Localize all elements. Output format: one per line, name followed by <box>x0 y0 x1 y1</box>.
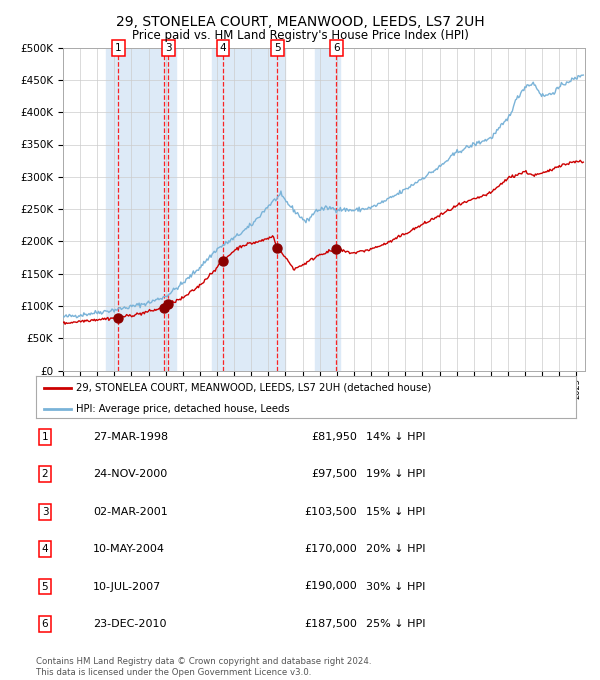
Text: 15% ↓ HPI: 15% ↓ HPI <box>366 507 425 517</box>
Text: 23-DEC-2010: 23-DEC-2010 <box>93 619 167 629</box>
Text: 29, STONELEA COURT, MEANWOOD, LEEDS, LS7 2UH (detached house): 29, STONELEA COURT, MEANWOOD, LEEDS, LS7… <box>77 383 432 393</box>
Text: 6: 6 <box>41 619 49 629</box>
Text: £170,000: £170,000 <box>304 544 357 554</box>
Bar <box>314 48 340 371</box>
Text: 1: 1 <box>115 43 122 52</box>
Text: 2: 2 <box>41 469 49 479</box>
Text: 5: 5 <box>274 43 281 52</box>
Text: 02-MAR-2001: 02-MAR-2001 <box>93 507 168 517</box>
Text: HPI: Average price, detached house, Leeds: HPI: Average price, detached house, Leed… <box>77 404 290 414</box>
Text: £187,500: £187,500 <box>304 619 357 629</box>
Bar <box>212 48 286 371</box>
Text: £103,500: £103,500 <box>304 507 357 517</box>
Text: 10-JUL-2007: 10-JUL-2007 <box>93 581 161 592</box>
Text: 14% ↓ HPI: 14% ↓ HPI <box>366 432 425 442</box>
Text: 24-NOV-2000: 24-NOV-2000 <box>93 469 167 479</box>
Text: £97,500: £97,500 <box>311 469 357 479</box>
Text: 3: 3 <box>41 507 49 517</box>
Text: £190,000: £190,000 <box>304 581 357 592</box>
Text: 27-MAR-1998: 27-MAR-1998 <box>93 432 168 442</box>
Text: 3: 3 <box>165 43 172 52</box>
Text: 4: 4 <box>220 43 227 52</box>
Text: 5: 5 <box>41 581 49 592</box>
Text: 19% ↓ HPI: 19% ↓ HPI <box>366 469 425 479</box>
Text: 25% ↓ HPI: 25% ↓ HPI <box>366 619 425 629</box>
Text: 29, STONELEA COURT, MEANWOOD, LEEDS, LS7 2UH: 29, STONELEA COURT, MEANWOOD, LEEDS, LS7… <box>116 15 484 29</box>
Text: 10-MAY-2004: 10-MAY-2004 <box>93 544 165 554</box>
Text: 20% ↓ HPI: 20% ↓ HPI <box>366 544 425 554</box>
Bar <box>106 48 176 371</box>
Text: 1: 1 <box>41 432 49 442</box>
Text: Contains HM Land Registry data © Crown copyright and database right 2024.
This d: Contains HM Land Registry data © Crown c… <box>36 657 371 677</box>
Text: 6: 6 <box>333 43 340 52</box>
Text: 30% ↓ HPI: 30% ↓ HPI <box>366 581 425 592</box>
Text: £81,950: £81,950 <box>311 432 357 442</box>
Text: 4: 4 <box>41 544 49 554</box>
Text: Price paid vs. HM Land Registry's House Price Index (HPI): Price paid vs. HM Land Registry's House … <box>131 29 469 41</box>
